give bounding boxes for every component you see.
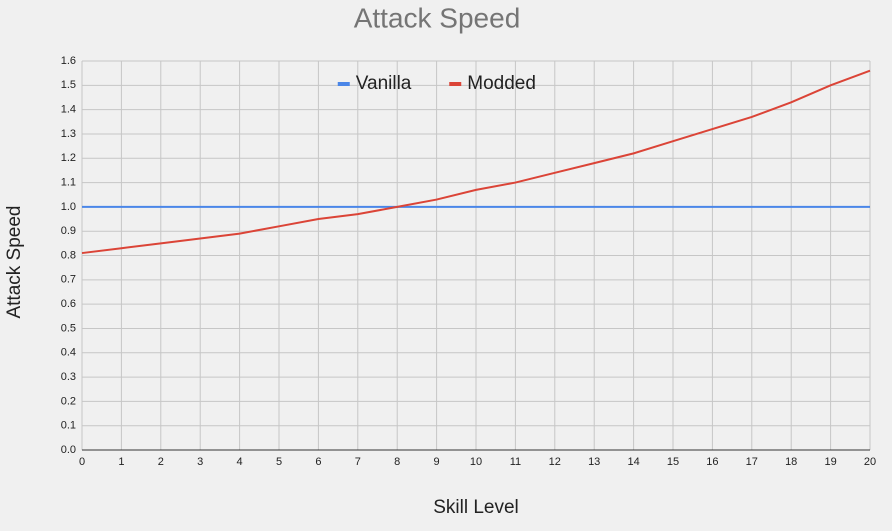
series-line <box>81 69 871 255</box>
x-tick-label: 0 <box>79 456 85 468</box>
y-tick-label: 0.3 <box>61 371 76 383</box>
y-tick-label: 0.0 <box>61 444 76 456</box>
x-tick-label: 7 <box>355 456 361 468</box>
y-tick-label: 1.6 <box>61 55 76 67</box>
x-tick-label: 1 <box>118 456 124 468</box>
legend-label: Modded <box>467 73 536 94</box>
x-tick-label: 13 <box>588 456 600 468</box>
x-tick-label: 3 <box>197 456 203 468</box>
x-tick-label: 9 <box>434 456 440 468</box>
x-tick-label: 15 <box>667 456 679 468</box>
legend-swatch <box>337 82 350 86</box>
y-tick-label: 0.7 <box>61 274 76 286</box>
y-tick-label: 0.6 <box>61 298 76 310</box>
x-tick-label: 6 <box>315 456 321 468</box>
y-tick-label: 1.2 <box>61 152 76 164</box>
x-tick-label: 18 <box>785 456 797 468</box>
x-axis-label: Skill Level <box>433 497 519 518</box>
y-tick-label: 0.8 <box>61 249 76 261</box>
x-tick-label: 11 <box>510 456 521 468</box>
y-tick-label: 0.5 <box>61 322 76 334</box>
y-tick-label: 0.4 <box>61 347 76 359</box>
y-tick-label: 1.1 <box>61 176 76 188</box>
y-tick-label: 1.4 <box>61 104 76 116</box>
legend-swatch <box>449 82 462 86</box>
x-tick-label: 20 <box>864 456 876 468</box>
x-tick-label: 16 <box>706 456 718 468</box>
y-tick-label: 0.1 <box>61 420 76 432</box>
x-tick-label: 4 <box>237 456 243 468</box>
x-tick-label: 19 <box>824 456 836 468</box>
x-tick-label: 17 <box>746 456 758 468</box>
x-tick-label: 8 <box>394 456 400 468</box>
x-tick-label: 12 <box>549 456 561 468</box>
y-tick-label: 0.9 <box>61 225 76 237</box>
y-tick-label: 0.2 <box>61 395 76 407</box>
x-tick-label: 14 <box>627 456 639 468</box>
x-tick-label: 5 <box>276 456 282 468</box>
chart-title: Attack Speed <box>354 2 521 33</box>
y-tick-label: 1.5 <box>61 79 76 91</box>
y-tick-label: 1.3 <box>61 128 76 140</box>
x-tick-label: 10 <box>470 456 482 468</box>
y-tick-label: 1.0 <box>61 201 76 213</box>
legend-label: Vanilla <box>356 73 412 94</box>
x-tick-label: 2 <box>158 456 164 468</box>
y-axis-label: Attack Speed <box>4 205 25 318</box>
